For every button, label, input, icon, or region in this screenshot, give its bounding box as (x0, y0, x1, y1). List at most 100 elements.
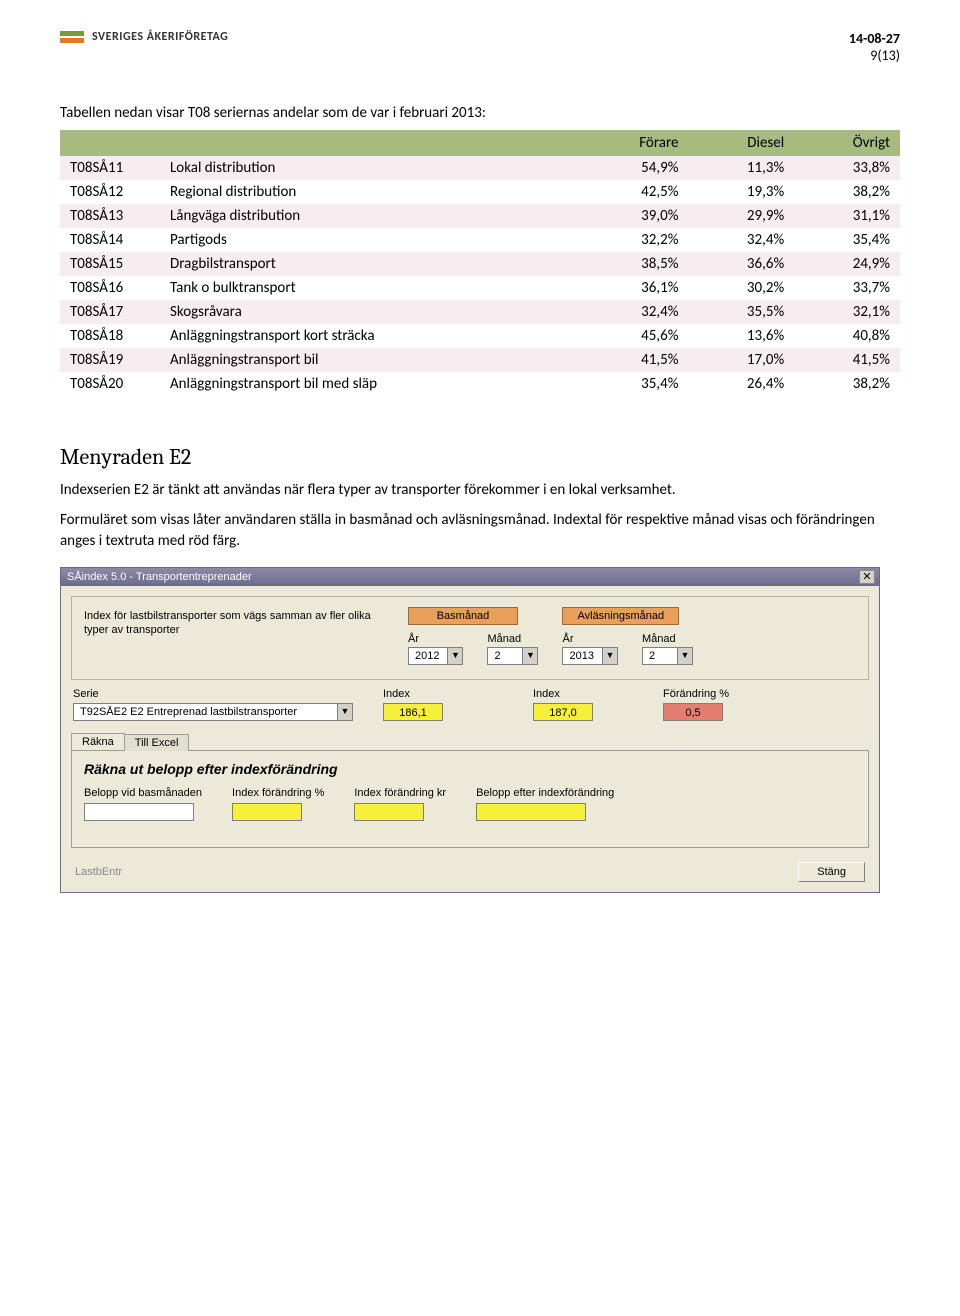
bas-manad-dropdown[interactable]: 2 ▼ (487, 647, 538, 665)
header-date: 14-08-27 (849, 30, 900, 47)
chevron-down-icon: ▼ (602, 648, 617, 664)
c3-label: Index förändring kr (354, 787, 446, 799)
section-p1: Indexserien E2 är tänkt att användas när… (60, 480, 900, 500)
c1-label: Belopp vid basmånaden (84, 787, 202, 799)
index2-label: Index (533, 688, 593, 700)
avl-manad-dropdown[interactable]: 2 ▼ (642, 647, 693, 665)
bas-manad-label: Månad (487, 633, 521, 645)
status-text: LastbEntr (75, 866, 122, 878)
row-desc: Regional distribution (160, 180, 579, 204)
serie-dropdown[interactable]: T92SÅE2 E2 Entreprenad lastbilstransport… (73, 703, 353, 721)
table-row: T08SÅ18Anläggningstransport kort sträcka… (60, 324, 900, 348)
intro-text: Tabellen nedan visar T08 seriernas andel… (60, 104, 900, 122)
belopp-basmanad-input[interactable] (84, 803, 194, 821)
row-value: 33,8% (794, 156, 900, 180)
row-value: 40,8% (794, 324, 900, 348)
index-row: Serie T92SÅE2 E2 Entreprenad lastbilstra… (73, 688, 867, 721)
c2-label: Index förändring % (232, 787, 324, 799)
bas-manad-value: 2 (488, 650, 522, 662)
table-row: T08SÅ12Regional distribution42,5%19,3%38… (60, 180, 900, 204)
table-header-row: Förare Diesel Övrigt (60, 130, 900, 156)
section-heading: Menyraden E2 (60, 444, 900, 470)
bas-ar-label: År (408, 633, 419, 645)
row-desc: Tank o bulktransport (160, 276, 579, 300)
top-panel: Index för lastbilstransporter som vägs s… (71, 596, 869, 680)
table-row: T08SÅ13Långväga distribution39,0%29,9%31… (60, 204, 900, 228)
avl-ar-dropdown[interactable]: 2013 ▼ (562, 647, 617, 665)
forandring-value: 0,5 (663, 703, 723, 721)
index2-value: 187,0 (533, 703, 593, 721)
app-window: SÅindex 5.0 - Transportentreprenader ✕ I… (60, 567, 880, 893)
row-value: 17,0% (688, 348, 794, 372)
bas-ar-dropdown[interactable]: 2012 ▼ (408, 647, 463, 665)
index-forandring-pct (232, 803, 302, 821)
row-code: T08SÅ20 (60, 372, 160, 396)
basmanad-label: Basmånad (408, 607, 518, 625)
row-value: 29,9% (688, 204, 794, 228)
chevron-down-icon: ▼ (447, 648, 462, 664)
index-forandring-kr (354, 803, 424, 821)
forandring-label: Förändring % (663, 688, 729, 700)
table-row: T08SÅ19Anläggningstransport bil 41,5%17,0… (60, 348, 900, 372)
table-row: T08SÅ16Tank o bulktransport36,1%30,2%33,… (60, 276, 900, 300)
row-desc: Partigods (160, 228, 579, 252)
row-desc: Anläggningstransport bil (160, 348, 579, 372)
serie-label: Serie (73, 688, 363, 700)
window-title: SÅindex 5.0 - Transportentreprenader (67, 571, 252, 583)
row-value: 35,5% (688, 300, 794, 324)
row-value: 32,4% (579, 300, 688, 324)
row-code: T08SÅ17 (60, 300, 160, 324)
row-value: 38,2% (794, 372, 900, 396)
avl-manad-label: Månad (642, 633, 676, 645)
logo-text: SVERIGES ÅKERIFÖRETAG (92, 30, 228, 44)
avl-ar-value: 2013 (563, 650, 601, 662)
row-value: 54,9% (579, 156, 688, 180)
tab-heading: Räkna ut belopp efter indexförändring (84, 761, 856, 777)
col-forare: Förare (579, 130, 688, 156)
titlebar: SÅindex 5.0 - Transportentreprenader ✕ (61, 568, 879, 586)
chevron-down-icon: ▼ (337, 704, 352, 720)
index1-value: 186,1 (383, 703, 443, 721)
row-value: 41,5% (794, 348, 900, 372)
row-value: 39,0% (579, 204, 688, 228)
row-value: 32,1% (794, 300, 900, 324)
tab-panel: Räkna ut belopp efter indexförändring Be… (71, 750, 869, 848)
row-code: T08SÅ15 (60, 252, 160, 276)
bottom-row: LastbEntr Stäng (61, 856, 879, 892)
row-desc: Anläggningstransport bil med släp (160, 372, 579, 396)
row-value: 31,1% (794, 204, 900, 228)
avlasning-group: Avläsningsmånad År 2013 ▼ Månad 2 ▼ (562, 607, 692, 665)
tab-till-excel[interactable]: Till Excel (124, 734, 190, 751)
row-value: 13,6% (688, 324, 794, 348)
bas-ar-value: 2012 (409, 650, 447, 662)
table-row: T08SÅ15Dragbilstransport38,5%36,6%24,9% (60, 252, 900, 276)
row-value: 36,6% (688, 252, 794, 276)
close-button[interactable]: Stäng (798, 862, 865, 882)
belopp-efter (476, 803, 586, 821)
row-value: 35,4% (794, 228, 900, 252)
chevron-down-icon: ▼ (522, 648, 537, 664)
panel-description: Index för lastbilstransporter som vägs s… (84, 607, 384, 638)
data-table: Förare Diesel Övrigt T08SÅ11Lokal distri… (60, 130, 900, 396)
row-code: T08SÅ12 (60, 180, 160, 204)
row-value: 32,2% (579, 228, 688, 252)
row-value: 19,3% (688, 180, 794, 204)
row-desc: Skogsråvara (160, 300, 579, 324)
row-desc: Lokal distribution (160, 156, 579, 180)
row-code: T08SÅ19 (60, 348, 160, 372)
row-value: 42,5% (579, 180, 688, 204)
avlasning-label: Avläsningsmånad (562, 607, 679, 625)
row-code: T08SÅ18 (60, 324, 160, 348)
table-row: T08SÅ17Skogsråvara32,4%35,5%32,1% (60, 300, 900, 324)
page-number: 9(13) (849, 47, 900, 64)
close-icon[interactable]: ✕ (859, 570, 875, 584)
row-code: T08SÅ14 (60, 228, 160, 252)
row-desc: Anläggningstransport kort sträcka (160, 324, 579, 348)
row-value: 38,5% (579, 252, 688, 276)
index1-label: Index (383, 688, 443, 700)
tab-rakna[interactable]: Räkna (71, 733, 125, 750)
row-desc: Långväga distribution (160, 204, 579, 228)
c4-label: Belopp efter indexförändring (476, 787, 614, 799)
serie-value: T92SÅE2 E2 Entreprenad lastbilstransport… (74, 706, 337, 718)
col-diesel: Diesel (688, 130, 794, 156)
